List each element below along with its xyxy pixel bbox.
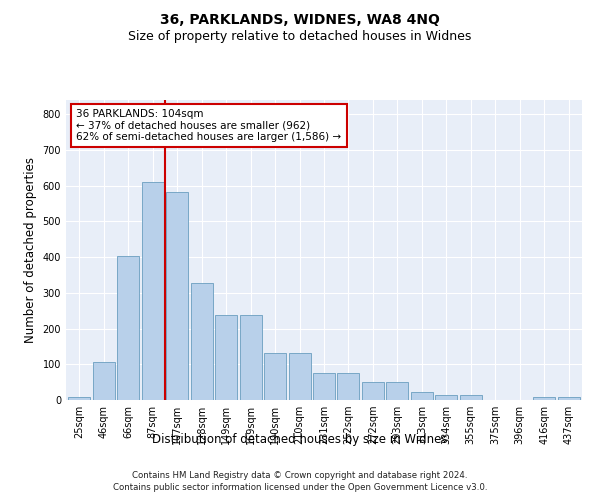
- Bar: [362, 382, 384, 400]
- Bar: [411, 392, 433, 400]
- Bar: [118, 256, 139, 400]
- Bar: [435, 394, 457, 400]
- Bar: [93, 362, 115, 400]
- Bar: [313, 372, 335, 400]
- Bar: [289, 352, 311, 400]
- Text: Distribution of detached houses by size in Widnes: Distribution of detached houses by size …: [152, 432, 448, 446]
- Bar: [264, 352, 286, 400]
- Bar: [557, 397, 580, 400]
- Text: Size of property relative to detached houses in Widnes: Size of property relative to detached ho…: [128, 30, 472, 43]
- Y-axis label: Number of detached properties: Number of detached properties: [24, 157, 37, 343]
- Text: 36, PARKLANDS, WIDNES, WA8 4NQ: 36, PARKLANDS, WIDNES, WA8 4NQ: [160, 12, 440, 26]
- Bar: [337, 372, 359, 400]
- Bar: [239, 315, 262, 400]
- Bar: [386, 382, 409, 400]
- Bar: [460, 394, 482, 400]
- Text: 36 PARKLANDS: 104sqm
← 37% of detached houses are smaller (962)
62% of semi-deta: 36 PARKLANDS: 104sqm ← 37% of detached h…: [76, 109, 341, 142]
- Bar: [166, 192, 188, 400]
- Text: Contains HM Land Registry data © Crown copyright and database right 2024.: Contains HM Land Registry data © Crown c…: [132, 471, 468, 480]
- Text: Contains public sector information licensed under the Open Government Licence v3: Contains public sector information licen…: [113, 484, 487, 492]
- Bar: [68, 397, 91, 400]
- Bar: [191, 283, 213, 400]
- Bar: [215, 315, 237, 400]
- Bar: [533, 397, 555, 400]
- Bar: [142, 182, 164, 400]
